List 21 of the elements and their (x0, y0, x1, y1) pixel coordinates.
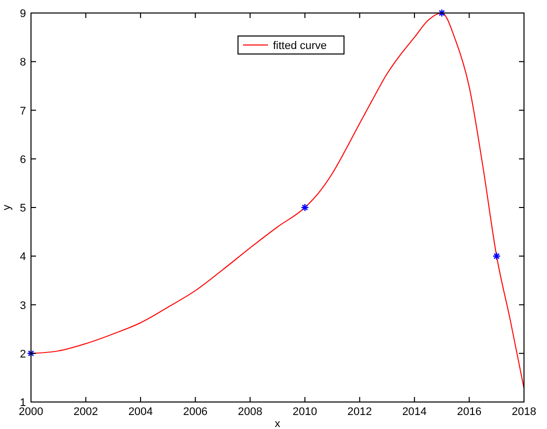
y-tick-label: 4 (20, 251, 26, 264)
y-tick-label: 7 (20, 105, 26, 118)
y-tick-label: 8 (20, 56, 26, 69)
x-tick-label: 2004 (128, 406, 153, 418)
x-axis-title: x (274, 418, 281, 429)
x-tick-label: 2006 (183, 406, 208, 418)
y-tick-label: 9 (20, 8, 26, 20)
x-tick-label: 2008 (238, 406, 262, 418)
y-tick-label: 5 (20, 202, 26, 214)
x-tick-label: 2002 (74, 406, 98, 418)
y-tick-label: 3 (20, 300, 26, 312)
x-tick-label: 2010 (292, 406, 318, 418)
legend-label: fitted curve (273, 40, 327, 52)
x-tick-label: 2014 (402, 406, 427, 418)
y-tick-label: 2 (20, 348, 26, 360)
x-tick-label: 2018 (512, 406, 536, 418)
y-tick-label: 6 (20, 154, 26, 166)
x-tick-label: 2000 (18, 406, 44, 418)
x-tick-label: 2012 (347, 406, 372, 418)
x-tick-label: 2016 (456, 406, 482, 418)
y-axis-title: y (1, 204, 13, 210)
